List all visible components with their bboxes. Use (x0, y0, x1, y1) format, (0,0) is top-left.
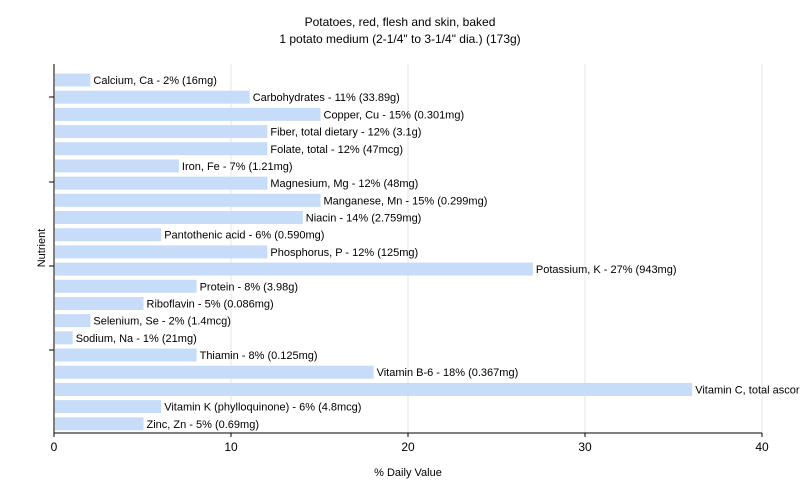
bar-data-label: Calcium, Ca - 2% (16mg) (93, 75, 216, 87)
bar-data-label: Vitamin K (phylloquinone) - 6% (4.8mcg) (164, 402, 361, 414)
bar-data-label: Niacin - 14% (2.759mg) (306, 213, 422, 225)
bar-data-label: Iron, Fe - 7% (1.21mg) (182, 161, 293, 173)
bar-data-label: Riboflavin - 5% (0.086mg) (147, 298, 274, 310)
chart-subtitle: 1 potato medium (2-1/4" to 3-1/4" dia.) … (279, 32, 521, 46)
x-tick-label: 40 (755, 440, 769, 454)
bar-data-label: Vitamin B-6 - 18% (0.367mg) (377, 367, 519, 379)
bars: Calcium, Ca - 2% (16mg) Carbohydrates - 1… (55, 73, 800, 431)
bar (55, 245, 268, 259)
bar-data-label: Thiamin - 8% (0.125mg) (200, 350, 318, 362)
bar-data-label: Folate, total - 12% (47mcg) (270, 144, 403, 156)
bar (55, 107, 321, 121)
bar (55, 400, 162, 414)
bar (55, 262, 533, 276)
bar (55, 417, 144, 431)
chart-title-block: Potatoes, red, flesh and skin, baked 1 p… (0, 14, 800, 48)
chart-title: Potatoes, red, flesh and skin, baked (304, 15, 496, 29)
bar (55, 176, 268, 190)
bar (55, 382, 693, 396)
bar-data-label: Carbohydrates - 11% (33.89g) (253, 92, 400, 104)
x-axis-title: % Daily Value (374, 467, 442, 479)
bar-data-label: Selenium, Se - 2% (1.4mcg) (93, 316, 231, 328)
bar-data-label: Fiber, total dietary - 12% (3.1g) (270, 127, 421, 139)
x-tick-label: 10 (224, 440, 238, 454)
bar (55, 159, 179, 173)
bar-data-label: Zinc, Zn - 5% (0.69mg) (147, 419, 259, 431)
bar-data-label: Manganese, Mn - 15% (0.299mg) (324, 195, 488, 207)
bar (55, 211, 303, 225)
x-tick-label: 0 (51, 440, 58, 454)
bar-data-label: Protein - 8% (3.98g) (200, 281, 298, 293)
x-tick-label: 30 (578, 440, 592, 454)
bar (55, 228, 162, 242)
bar-data-label: Vitamin C, total ascorbic acid - 36% (21… (695, 384, 800, 396)
bar-data-label: Pantothenic acid - 6% (0.590mg) (164, 230, 324, 242)
bar-data-label: Sodium, Na - 1% (21mg) (76, 333, 197, 345)
bar (55, 365, 374, 379)
bar (55, 331, 73, 345)
x-tick-label: 20 (401, 440, 415, 454)
bar-data-label: Magnesium, Mg - 12% (48mg) (270, 178, 418, 190)
axes: 0 10 20 30 40 (49, 64, 769, 454)
y-axis-title: Nutrient (36, 229, 48, 268)
bar (55, 348, 197, 362)
bar (55, 125, 268, 139)
bar-data-label: Copper, Cu - 15% (0.301mg) (324, 109, 465, 121)
bar (55, 279, 197, 293)
bar (55, 90, 250, 104)
bar (55, 73, 91, 87)
bar (55, 142, 268, 156)
bar-data-label: Phosphorus, P - 12% (125mg) (270, 247, 418, 259)
bar-data-label: Potassium, K - 27% (943mg) (536, 264, 677, 276)
bar (55, 314, 91, 328)
bar (55, 296, 144, 310)
bar (55, 193, 321, 207)
